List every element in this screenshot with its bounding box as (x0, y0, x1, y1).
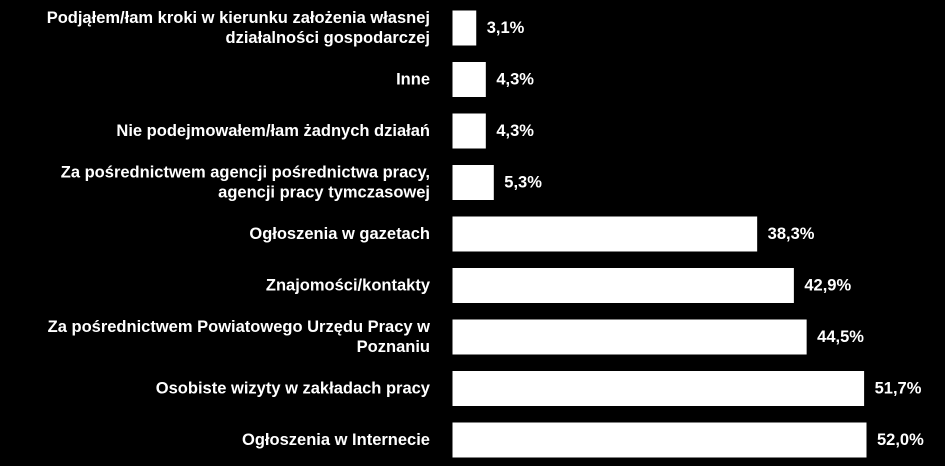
value-label-6: 42,9% (804, 277, 851, 295)
category-labels: Podjąłem/łam kroki w kierunku założenia … (47, 9, 431, 449)
bar-6 (451, 267, 795, 304)
value-label-3: 4,3% (496, 122, 534, 140)
bar-5 (451, 215, 759, 253)
value-label-9: 52,0% (877, 431, 924, 449)
value-label-4: 5,3% (504, 174, 542, 192)
category-label-2: Inne (396, 71, 430, 89)
category-label-1-line-2: działalności gospodarczej (226, 29, 430, 47)
category-label-4-line-1: Za pośrednictwem agencji pośrednictwa pr… (61, 164, 430, 182)
value-label-1: 3,1% (487, 19, 525, 37)
value-labels: 3,1% 4,3% 4,3% 5,3% 38,3% 42,9% 44,5% 51,7% 52,0… (487, 19, 924, 449)
category-label-7-line-2: Poznaniu (357, 338, 430, 356)
bars (451, 9, 868, 459)
bar-7 (451, 318, 808, 356)
value-label-7: 44,5% (817, 328, 864, 346)
category-label-5: Ogłoszenia w gazetach (249, 225, 430, 243)
category-label-8: Osobiste wizyty w zakładach pracy (156, 380, 431, 398)
category-label-7-line-1: Za pośrednictwem Powiatowego Urzędu Prac… (48, 318, 431, 336)
bar-3 (451, 112, 487, 150)
bar-1 (451, 9, 478, 47)
bar-8 (451, 370, 866, 407)
category-label-6: Znajomości/kontakty (266, 277, 431, 295)
value-label-8: 51,7% (875, 380, 922, 398)
bar-2 (451, 61, 487, 98)
category-label-4-line-2: agencji pracy tymczasowej (218, 184, 430, 202)
bar-9 (451, 421, 868, 459)
category-label-9: Ogłoszenia w Internecie (242, 431, 430, 449)
category-label-1-line-1: Podjąłem/łam kroki w kierunku założenia … (47, 9, 430, 27)
bar-4 (451, 164, 495, 201)
value-label-2: 4,3% (496, 71, 534, 89)
category-label-3: Nie podejmowałem/łam żadnych działań (116, 122, 430, 140)
value-label-5: 38,3% (768, 225, 815, 243)
